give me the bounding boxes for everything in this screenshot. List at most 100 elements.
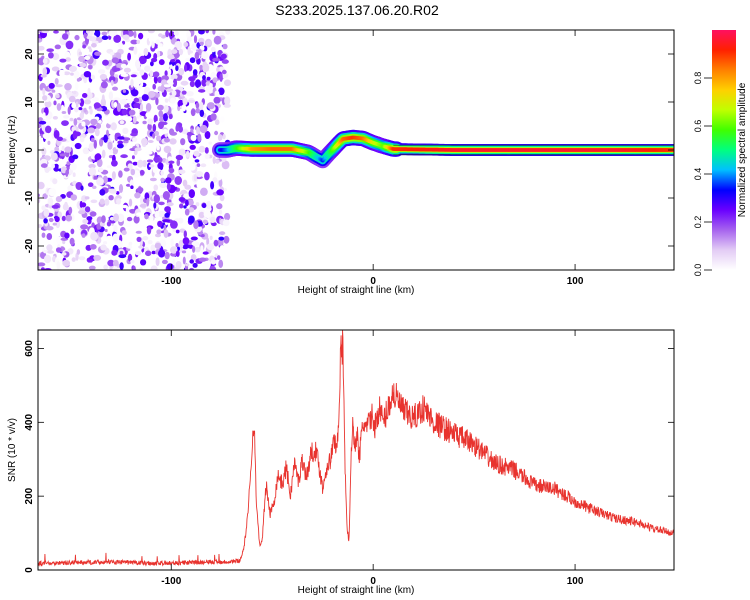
noise-blob [199, 41, 204, 46]
noise-blob [204, 93, 210, 97]
noise-blob [78, 256, 86, 261]
noise-blob [153, 71, 160, 78]
noise-blob [78, 55, 86, 63]
noise-blob [153, 75, 158, 84]
noise-blob [175, 229, 180, 234]
noise-blob [130, 74, 137, 78]
noise-blob [213, 35, 222, 45]
noise-blob [146, 159, 154, 163]
noise-blob [82, 44, 86, 49]
noise-blob [136, 39, 140, 45]
noise-blob [78, 51, 83, 56]
noise-blob [101, 94, 105, 102]
noise-blob [79, 112, 85, 120]
noise-blob [164, 137, 170, 143]
noise-blob [128, 109, 136, 116]
noise-blob [102, 59, 109, 66]
noise-blob [117, 136, 125, 140]
noise-blob [134, 251, 142, 256]
noise-blob [117, 143, 124, 149]
noise-blob [152, 167, 158, 173]
noise-blob [70, 194, 78, 201]
noise-blob [88, 163, 96, 169]
noise-blob [38, 102, 43, 110]
noise-blob [189, 57, 196, 64]
noise-blob [123, 167, 130, 172]
noise-blob [70, 240, 74, 246]
noise-blob [187, 119, 194, 123]
colorbar-ticks: 0.0 0.2 0.4 0.6 0.8 [693, 72, 712, 276]
noise-blob [64, 146, 72, 153]
noise-blob [145, 150, 153, 155]
noise-blob [113, 34, 122, 43]
noise-blob [142, 236, 149, 241]
noise-blob [133, 215, 140, 224]
noise-blob [166, 88, 174, 92]
noise-blob [76, 78, 81, 82]
noise-blob [164, 70, 168, 77]
noise-blob [192, 245, 196, 253]
noise-blob [46, 48, 54, 52]
noise-blob [106, 235, 113, 240]
noise-blob [199, 153, 207, 162]
noise-blob [157, 50, 161, 58]
noise-blob [219, 194, 225, 202]
noise-blob [82, 93, 88, 98]
noise-blob [134, 192, 141, 199]
noise-blob [152, 123, 157, 132]
noise-blob [81, 233, 86, 238]
noise-blob [193, 35, 198, 44]
noise-blob [177, 169, 186, 175]
noise-blob [55, 196, 63, 203]
noise-blob [90, 199, 98, 204]
noise-blob [183, 193, 190, 199]
noise-blob [113, 67, 121, 72]
noise-blob [186, 253, 191, 260]
noise-blob [135, 59, 141, 69]
colorbar-tick-label: 0.2 [693, 216, 703, 229]
noise-blob [73, 90, 77, 95]
noise-blob [38, 30, 41, 34]
noise-blob [81, 202, 87, 208]
noise-blob [155, 233, 161, 238]
noise-blob [96, 177, 104, 186]
frequency-trace [212, 129, 674, 169]
noise-blob [117, 213, 125, 223]
noise-blob [132, 265, 136, 270]
noise-blob [79, 62, 87, 68]
noise-blob [74, 81, 79, 91]
noise-blob [51, 52, 60, 61]
noise-blob [124, 222, 132, 228]
noise-blob [61, 120, 69, 126]
noise-blob [170, 97, 176, 104]
noise-blob [41, 267, 45, 270]
noise-blob [175, 250, 180, 257]
noise-blob [62, 115, 70, 119]
noise-blob [82, 49, 87, 54]
noise-blob [153, 202, 157, 209]
noise-blob [127, 52, 131, 61]
noise-blob [213, 96, 221, 104]
noise-blob [51, 66, 60, 72]
noise-blob [53, 30, 59, 34]
noise-blob [104, 198, 110, 206]
noise-blob [138, 245, 144, 249]
noise-blob [76, 249, 81, 255]
noise-blob [154, 152, 158, 158]
noise-blob [138, 55, 147, 65]
noise-blob [157, 210, 166, 218]
noise-blob [87, 87, 91, 96]
noise-blob [219, 231, 226, 236]
noise-blob [153, 184, 159, 191]
noise-blob [94, 128, 100, 137]
noise-blob [139, 203, 147, 208]
noise-blob [93, 254, 102, 261]
noise-blob [210, 113, 217, 121]
noise-blob [93, 102, 101, 109]
noise-blob [128, 198, 133, 207]
noise-blob [120, 63, 127, 69]
noise-blob [169, 73, 178, 80]
noise-blob [101, 31, 108, 36]
noise-blob [52, 222, 57, 226]
noise-blob [46, 244, 53, 252]
